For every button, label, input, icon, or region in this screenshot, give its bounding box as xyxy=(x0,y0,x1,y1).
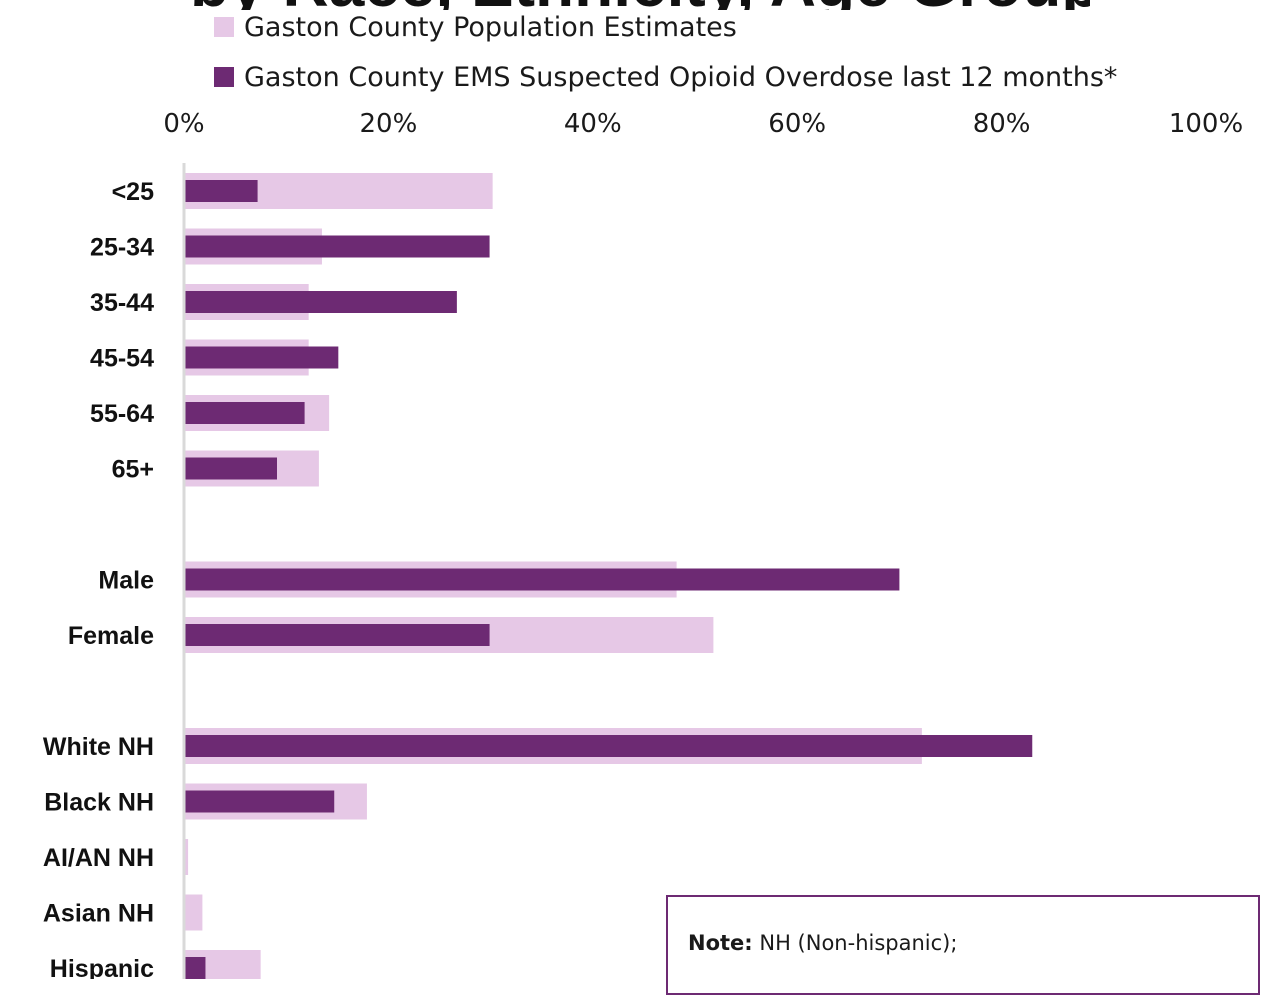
legend-label-population: Gaston County Population Estimates xyxy=(244,11,737,43)
x-tick-label: 20% xyxy=(360,109,418,139)
category-label: 35-44 xyxy=(90,289,154,317)
legend-item-ems: Gaston County EMS Suspected Opioid Overd… xyxy=(214,60,1117,94)
category-label: White NH xyxy=(43,733,154,761)
category-label: 45-54 xyxy=(90,345,154,373)
legend-swatch-population xyxy=(214,17,234,37)
bar-ems xyxy=(184,346,339,369)
bar-ems xyxy=(184,291,457,313)
bar-ems xyxy=(184,957,206,979)
chart-title: by Race, Ethnicity, Age Groups xyxy=(190,0,1090,10)
category-label: Asian NH xyxy=(43,900,154,928)
legend-item-population: Gaston County Population Estimates xyxy=(214,10,737,44)
category-label: Male xyxy=(98,567,154,595)
category-label: Hispanic xyxy=(50,955,154,979)
note-label: Note: xyxy=(688,931,753,955)
bar-population xyxy=(184,894,203,931)
legend-swatch-ems xyxy=(214,67,234,87)
category-label: <25 xyxy=(112,178,155,206)
bar-ems xyxy=(184,568,900,591)
note-box: Note: NH (Non-hispanic); xyxy=(666,895,1260,995)
bar-ems xyxy=(184,790,335,813)
x-tick-label: 60% xyxy=(768,109,826,139)
bar-ems xyxy=(184,402,305,424)
category-label: Black NH xyxy=(44,789,154,817)
x-tick-label: 80% xyxy=(973,109,1031,139)
bar-population xyxy=(184,839,189,875)
bar-ems xyxy=(184,457,278,480)
note-text: NH (Non-hispanic); xyxy=(759,931,958,955)
bar-ems xyxy=(184,735,1033,757)
category-label: AI/AN NH xyxy=(43,844,154,872)
bar-ems xyxy=(184,624,490,646)
bar-ems xyxy=(184,235,490,258)
category-label: 65+ xyxy=(112,456,154,484)
category-label: 55-64 xyxy=(90,400,154,428)
bar-ems xyxy=(184,180,258,202)
x-tick-label: 100% xyxy=(1169,109,1243,139)
category-label: 25-34 xyxy=(90,234,154,262)
category-label: Female xyxy=(68,622,154,650)
x-tick-label: 0% xyxy=(163,109,204,139)
x-tick-label: 40% xyxy=(564,109,622,139)
legend-label-ems: Gaston County EMS Suspected Opioid Overd… xyxy=(244,61,1118,93)
